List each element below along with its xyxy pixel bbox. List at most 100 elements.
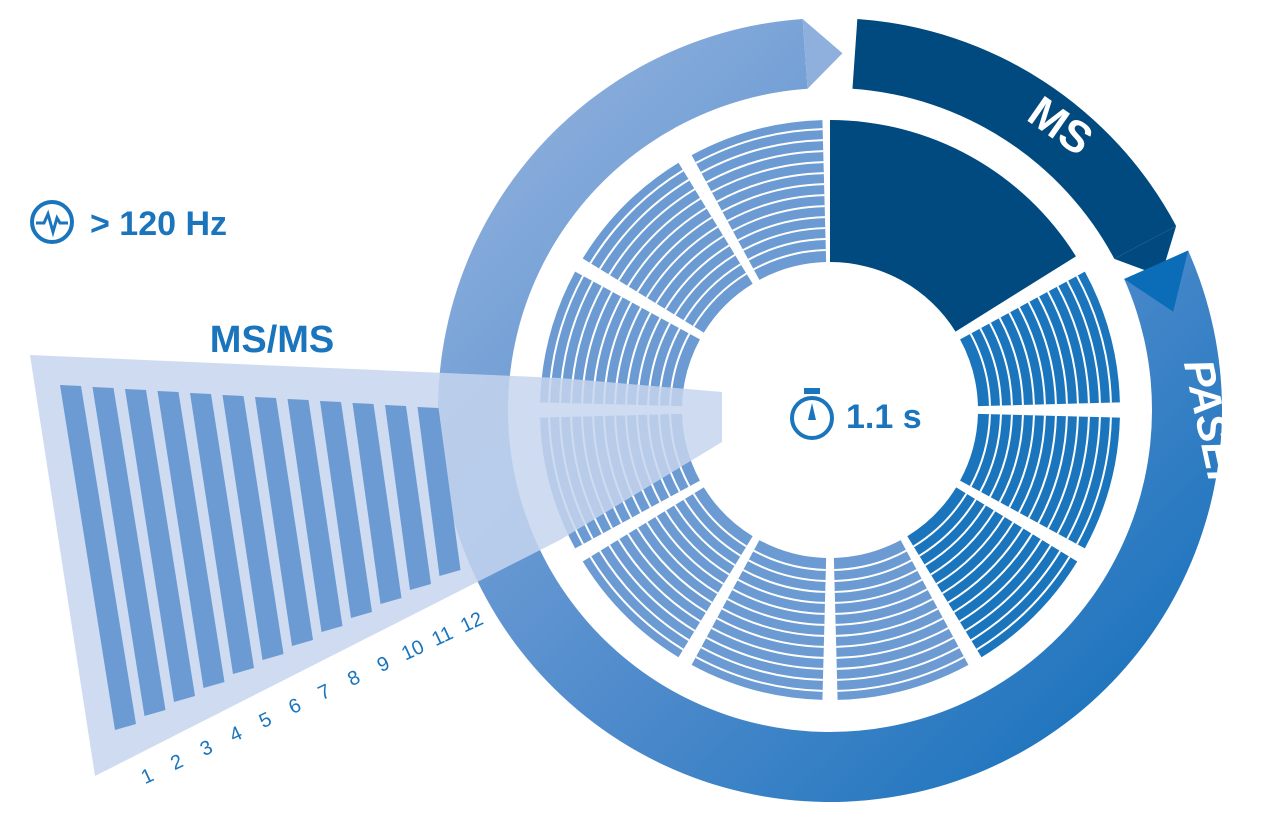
- msms-panel: [30, 355, 722, 776]
- segment-stripe: [936, 516, 1005, 585]
- ms2-bar: [157, 391, 225, 688]
- segment-stripe: [1056, 285, 1090, 404]
- stopwatch-icon: [790, 388, 834, 440]
- rate-label: > 120 Hz: [90, 205, 227, 243]
- segment-stripe: [737, 216, 825, 242]
- segment-stripe: [664, 244, 730, 310]
- ms2-bar: [352, 403, 402, 604]
- segment-stripe: [747, 559, 826, 582]
- stopwatch-button: [804, 388, 820, 394]
- ms2-segment: [907, 487, 1078, 658]
- segment-stripe: [645, 521, 719, 595]
- ms2-bar: [60, 385, 136, 730]
- segment-stripe: [683, 498, 742, 557]
- segment-stripe: [1066, 417, 1101, 540]
- ms2-segment: [582, 162, 753, 333]
- segment-stripe: [1056, 416, 1090, 535]
- segment-stripe: [636, 527, 713, 604]
- segment-stripe: [837, 656, 965, 692]
- segment-stripe: [692, 272, 747, 327]
- segment-stripe: [753, 249, 826, 271]
- segment-stripe: [742, 569, 826, 593]
- segment-stripe: [970, 550, 1062, 642]
- segment-stripe: [989, 322, 1013, 406]
- segment-stripe: [1018, 306, 1046, 405]
- segment-stripe: [711, 161, 824, 193]
- segment-stripe: [716, 172, 824, 203]
- segment-stripe: [683, 263, 742, 322]
- ms2-segment: [582, 487, 753, 658]
- segment-stripe: [964, 544, 1052, 632]
- segment-stripe: [627, 533, 707, 613]
- segment-stripe: [655, 516, 724, 585]
- cycle-arrowhead: [802, 18, 843, 89]
- segment-stripe: [836, 627, 949, 659]
- segment-stripe: [834, 569, 918, 593]
- slice-number: 9: [374, 652, 393, 677]
- segment-stripe: [747, 238, 826, 261]
- segment-stripe: [1008, 312, 1035, 405]
- segment-stripe: [1047, 291, 1079, 404]
- ms2-bar: [222, 395, 284, 660]
- segment-stripe: [1037, 296, 1068, 404]
- ms2-bar: [190, 393, 254, 674]
- segment-stripe: [976, 556, 1071, 651]
- stopwatch-face: [790, 396, 834, 440]
- segment-stripe: [959, 539, 1043, 623]
- ms2-bar: [125, 389, 195, 702]
- pulse-wave: [36, 209, 68, 238]
- segment-stripe: [705, 636, 824, 670]
- segment-stripe: [598, 550, 690, 642]
- slice-number: 5: [256, 708, 275, 733]
- segment-stripe: [1008, 415, 1035, 508]
- segment-stripe: [692, 493, 747, 548]
- segment-stripe: [924, 504, 987, 567]
- segment-stripe: [655, 235, 724, 304]
- segment-stripe: [598, 178, 690, 270]
- segment-stripe: [695, 656, 823, 692]
- segment-stripe: [835, 588, 928, 615]
- segment-stripe: [1027, 301, 1057, 405]
- segment-stripe: [705, 150, 824, 184]
- stopwatch-hand: [808, 403, 816, 420]
- segment-stripe: [969, 333, 991, 406]
- slice-number: 1: [138, 764, 157, 789]
- segment-stripe: [835, 607, 939, 637]
- segment-stripe: [918, 498, 977, 557]
- slice-number: 4: [226, 722, 245, 747]
- segment-stripe: [617, 539, 701, 623]
- segment-stripe: [589, 556, 684, 651]
- segment-stripe: [953, 533, 1033, 613]
- segment-stripe: [1037, 416, 1068, 524]
- pasef-arrowhead: [1124, 250, 1189, 312]
- inner-wheel: [540, 120, 1120, 700]
- segment-stripe: [732, 588, 825, 615]
- ms2-bar: [417, 407, 461, 576]
- segment-stripe: [979, 327, 1002, 406]
- segment-stripe: [837, 646, 960, 681]
- segment-stripe: [1027, 415, 1057, 519]
- segment-stripe: [726, 194, 825, 222]
- segment-stripe: [627, 207, 707, 287]
- slice-number: 8: [344, 666, 363, 691]
- segment-stripe: [834, 559, 913, 582]
- segment-stripe: [834, 549, 907, 571]
- segment-stripe: [645, 225, 719, 299]
- segment-stripe: [664, 510, 730, 576]
- segment-stripe: [721, 183, 825, 213]
- segment-stripe: [636, 216, 713, 293]
- segment-stripe: [998, 415, 1024, 503]
- segment-stripe: [700, 646, 823, 681]
- segment-stripe: [742, 227, 826, 251]
- segment-stripe: [695, 128, 823, 164]
- ms2-bar: [320, 401, 372, 618]
- segment-stripe: [835, 598, 934, 626]
- segment-stripe: [732, 205, 825, 232]
- msms-title: MS/MS: [210, 319, 335, 361]
- segment-stripe: [1018, 415, 1046, 514]
- segment-stripe: [930, 510, 996, 576]
- slice-number: 6: [285, 694, 304, 719]
- segment-stripe: [969, 414, 991, 487]
- pulse-icon: [30, 200, 74, 244]
- slice-number: 11: [428, 622, 456, 651]
